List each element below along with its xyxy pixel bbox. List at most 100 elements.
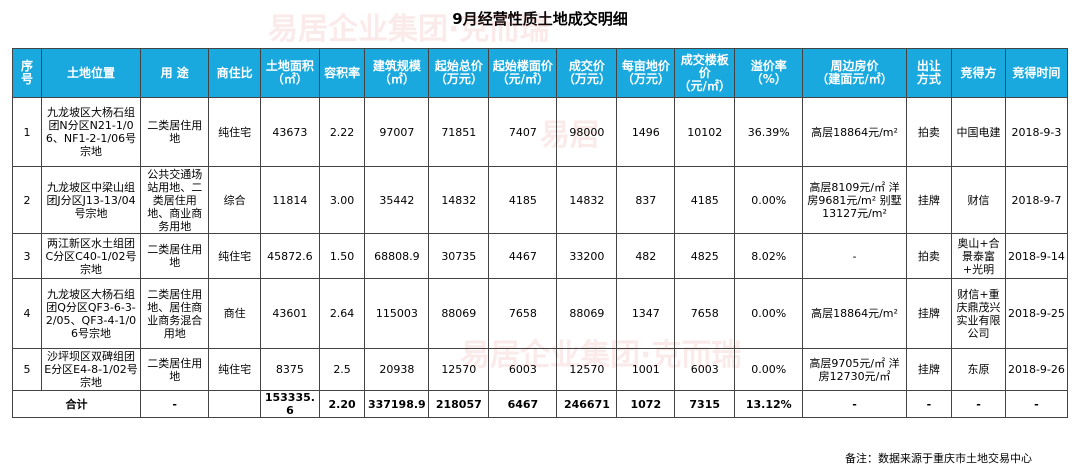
win-date: 2018-9-25 — [1004, 278, 1069, 349]
land-area: 45872.6 — [259, 233, 320, 279]
table-row: 2 九龙坡区中梁山组团J分区J13-13/04号宗地 公共交通场站用地、二类居住… — [12, 166, 1069, 234]
page-title: 9月经营性质土地成交明细 — [452, 10, 628, 28]
header-cell: 起始楼面价 （元/㎡） — [488, 48, 558, 98]
table-row: 1 九龙坡区大杨石组团N分区N21-1/06、NF1-2-1/06号宗地 二类居… — [12, 97, 1069, 167]
header-cell: 每亩地价 （万元） — [616, 48, 676, 98]
land-area: 43673 — [259, 97, 320, 167]
price-per-mu: 837 — [616, 166, 676, 234]
header-cell: 竞得方 — [951, 48, 1006, 98]
nearby-house-price: 高层9705元/㎡ 洋房12730元/㎡ — [802, 348, 907, 391]
row-number: 1 — [12, 97, 42, 167]
total-premium-rate: 13.12% — [734, 390, 804, 418]
win-date: 2018-9-14 — [1004, 233, 1069, 279]
header-cell: 竞得时间 — [1004, 48, 1069, 98]
deal-floor-price: 4185 — [674, 166, 736, 234]
total-deal-price: 246671 — [556, 390, 618, 418]
deal-floor-price: 10102 — [674, 97, 736, 167]
land-use: 二类居住用地、居住商业商务混合用地 — [140, 278, 210, 349]
nearby-house-price: 高层18864元/m² — [802, 97, 907, 167]
land-location: 九龙坡区大杨石组团N分区N21-1/06、NF1-2-1/06号宗地 — [40, 97, 142, 167]
start-total-price: 12570 — [428, 348, 490, 391]
transfer-method: 挂牌 — [905, 348, 953, 391]
total-use: - — [140, 390, 210, 418]
header-cell: 建筑规模 （㎡） — [364, 48, 430, 98]
land-deal-table-container: 序号 土地位置 用 途 商住比 土地面积 （㎡） 容积率 建筑规模 （㎡） 起始总价… — [11, 48, 1069, 418]
total-row: 合计 - 153335.6 2.20 337198.9 218057 6467 … — [11, 390, 1069, 418]
transfer-method: 拍卖 — [905, 97, 953, 167]
total-price-per-mu: 1072 — [616, 390, 676, 418]
winner: 中国电建 — [951, 97, 1006, 167]
winner: 东原 — [951, 348, 1006, 391]
total-far: 2.20 — [318, 390, 366, 418]
land-location: 九龙坡区中梁山组团J分区J13-13/04号宗地 — [40, 166, 142, 234]
land-location: 两江新区水土组团C分区C40-1/02号宗地 — [40, 233, 142, 279]
premium-rate: 36.39% — [734, 97, 804, 167]
land-use: 二类居住用地 — [140, 233, 210, 279]
start-total-price: 88069 — [428, 278, 490, 349]
header-cell: 成交价 （万元） — [556, 48, 618, 98]
land-area: 8375 — [259, 348, 320, 391]
nearby-house-price: - — [802, 233, 907, 279]
total-area: 153335.6 — [259, 390, 320, 418]
transfer-method: 挂牌 — [905, 278, 953, 349]
win-date: 2018-9-26 — [1004, 348, 1069, 391]
header-cell: 用 途 — [140, 48, 210, 98]
header-cell: 成交楼板价 （元/㎡） — [674, 48, 736, 98]
deal-price: 98000 — [556, 97, 618, 167]
start-total-price: 71851 — [428, 97, 490, 167]
table-row: 5 沙坪坝区双碑组团E分区E4-8-1/02号宗地 二类居住用地 纯住宅 837… — [12, 348, 1069, 391]
row-number: 3 — [12, 233, 42, 279]
commercial-residential-ratio: 商住 — [208, 278, 261, 349]
row-number: 2 — [12, 166, 42, 234]
floor-area-ratio: 2.5 — [318, 348, 366, 391]
winner: 财信 — [951, 166, 1006, 234]
deal-floor-price: 7658 — [674, 278, 736, 349]
start-floor-price: 4467 — [488, 233, 558, 279]
winner: 财信+重庆鼎茂兴实业有限公司 — [951, 278, 1006, 349]
total-deal-floor-price: 7315 — [674, 390, 736, 418]
deal-price: 33200 — [556, 233, 618, 279]
header-cell: 起始总价 （万元） — [428, 48, 490, 98]
table-row: 3 两江新区水土组团C分区C40-1/02号宗地 二类居住用地 纯住宅 4587… — [12, 233, 1069, 279]
total-ratio — [208, 390, 261, 418]
win-date: 2018-9-3 — [1004, 97, 1069, 167]
total-start-total-price: 218057 — [428, 390, 490, 418]
total-label: 合计 — [11, 390, 142, 418]
land-location: 沙坪坝区双碑组团E分区E4-8-1/02号宗地 — [40, 348, 142, 391]
building-scale: 20938 — [364, 348, 430, 391]
floor-area-ratio: 3.00 — [318, 166, 366, 234]
total-winner: - — [951, 390, 1006, 418]
land-area: 43601 — [259, 278, 320, 349]
commercial-residential-ratio: 纯住宅 — [208, 233, 261, 279]
land-use: 二类居住用地 — [140, 97, 210, 167]
deal-price: 14832 — [556, 166, 618, 234]
deal-floor-price: 4825 — [674, 233, 736, 279]
deal-price: 12570 — [556, 348, 618, 391]
header-cell: 商住比 — [208, 48, 261, 98]
winner: 奥山+合景泰富+光明 — [951, 233, 1006, 279]
start-floor-price: 4185 — [488, 166, 558, 234]
floor-area-ratio: 2.22 — [318, 97, 366, 167]
total-scale: 337198.9 — [364, 390, 430, 418]
building-scale: 97007 — [364, 97, 430, 167]
header-cell: 序号 — [12, 48, 42, 98]
floor-area-ratio: 2.64 — [318, 278, 366, 349]
start-total-price: 14832 — [428, 166, 490, 234]
premium-rate: 0.00% — [734, 166, 804, 234]
table-row: 4 九龙坡区大杨石组团Q分区QF3-6-3-2/05、QF3-4-1/06号宗地… — [12, 278, 1069, 349]
total-method: - — [905, 390, 953, 418]
land-use: 公共交通场站用地、二类居住用地、商业商务用地 — [140, 166, 210, 234]
price-per-mu: 1001 — [616, 348, 676, 391]
start-total-price: 30735 — [428, 233, 490, 279]
land-use: 二类居住用地 — [140, 348, 210, 391]
building-scale: 115003 — [364, 278, 430, 349]
header-cell: 周边房价 （建面元/㎡） — [802, 48, 907, 98]
building-scale: 35442 — [364, 166, 430, 234]
transfer-method: 拍卖 — [905, 233, 953, 279]
row-number: 5 — [12, 348, 42, 391]
start-floor-price: 7658 — [488, 278, 558, 349]
header-row: 序号 土地位置 用 途 商住比 土地面积 （㎡） 容积率 建筑规模 （㎡） 起始总价… — [12, 48, 1069, 98]
start-floor-price: 6003 — [488, 348, 558, 391]
start-floor-price: 7407 — [488, 97, 558, 167]
price-per-mu: 1496 — [616, 97, 676, 167]
